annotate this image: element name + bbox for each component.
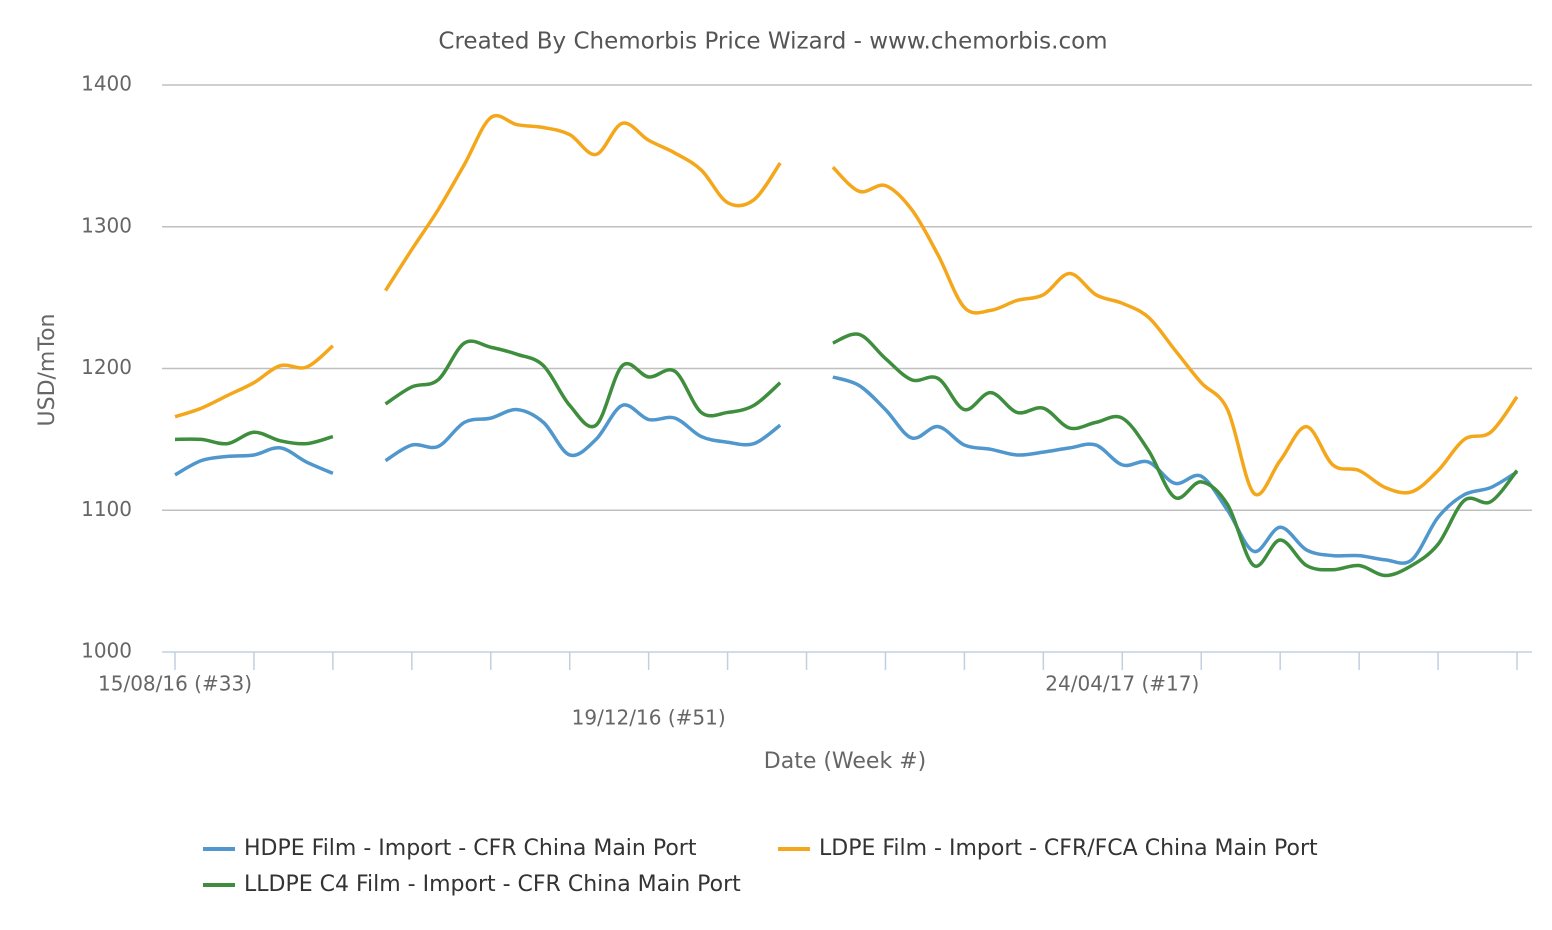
y-tick-label: 1400 xyxy=(81,72,132,96)
x-axis-label: Date (Week #) xyxy=(764,749,926,774)
x-tick-label: 24/04/17 (#17) xyxy=(1045,672,1199,696)
series-line xyxy=(174,375,1518,565)
series-line xyxy=(174,113,1519,497)
x-tick-label: 19/12/16 (#51) xyxy=(572,706,726,730)
chart-title: Created By Chemorbis Price Wizard - www.… xyxy=(438,29,1107,55)
y-axis-label: USD/mTon xyxy=(35,314,60,427)
x-tick-label: 15/08/16 (#33) xyxy=(98,672,252,696)
y-tick-label: 1300 xyxy=(81,213,132,237)
legend-label: LDPE Film - Import - CFR/FCA China Main … xyxy=(819,836,1318,861)
y-tick-label: 1200 xyxy=(81,355,132,379)
y-tick-label: 1100 xyxy=(81,497,132,521)
legend-label: LLDPE C4 Film - Import - CFR China Main … xyxy=(244,872,741,897)
y-tick-label: 1000 xyxy=(81,639,132,663)
legend-label: HDPE Film - Import - CFR China Main Port xyxy=(244,836,697,861)
series-line xyxy=(174,332,1519,578)
